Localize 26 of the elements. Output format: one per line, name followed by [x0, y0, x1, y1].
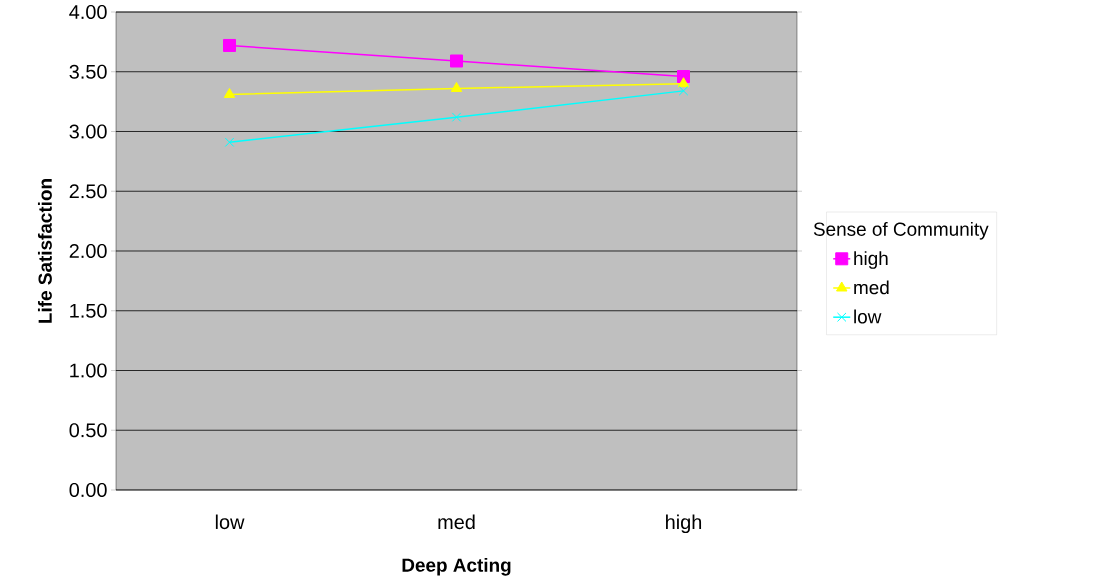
y-tick-label: 0.50: [69, 423, 107, 438]
y-tick-label: 2.50: [69, 184, 107, 199]
point: [224, 137, 235, 147]
point: [450, 54, 464, 68]
point: [450, 81, 463, 92]
legend-label: med: [854, 280, 889, 295]
legend-label: low: [854, 309, 882, 324]
y-tick-label: 3.50: [69, 64, 107, 79]
legend-title: Sense of Community: [813, 221, 989, 240]
y-tick-label: 2.00: [69, 243, 107, 259]
y-tick-label: 0.00: [69, 482, 107, 498]
x-tick-label: high: [666, 514, 702, 534]
point: [223, 38, 237, 52]
y-tick-label: 1.50: [70, 303, 107, 318]
x-tick-label: low: [215, 514, 245, 530]
point: [677, 77, 690, 88]
point: [223, 87, 236, 98]
y-tick-label: 4.00: [69, 4, 107, 20]
point: [678, 86, 689, 96]
x-axis-title: Deep Acting: [402, 557, 511, 576]
y-tick-label: 1.00: [70, 363, 107, 378]
point: [451, 112, 462, 122]
y-axis-title: Life Satisfaction: [37, 179, 52, 323]
x-tick-label: med: [438, 514, 475, 530]
legend-label: high: [854, 251, 888, 269]
y-tick-label: 3.00: [69, 124, 107, 139]
